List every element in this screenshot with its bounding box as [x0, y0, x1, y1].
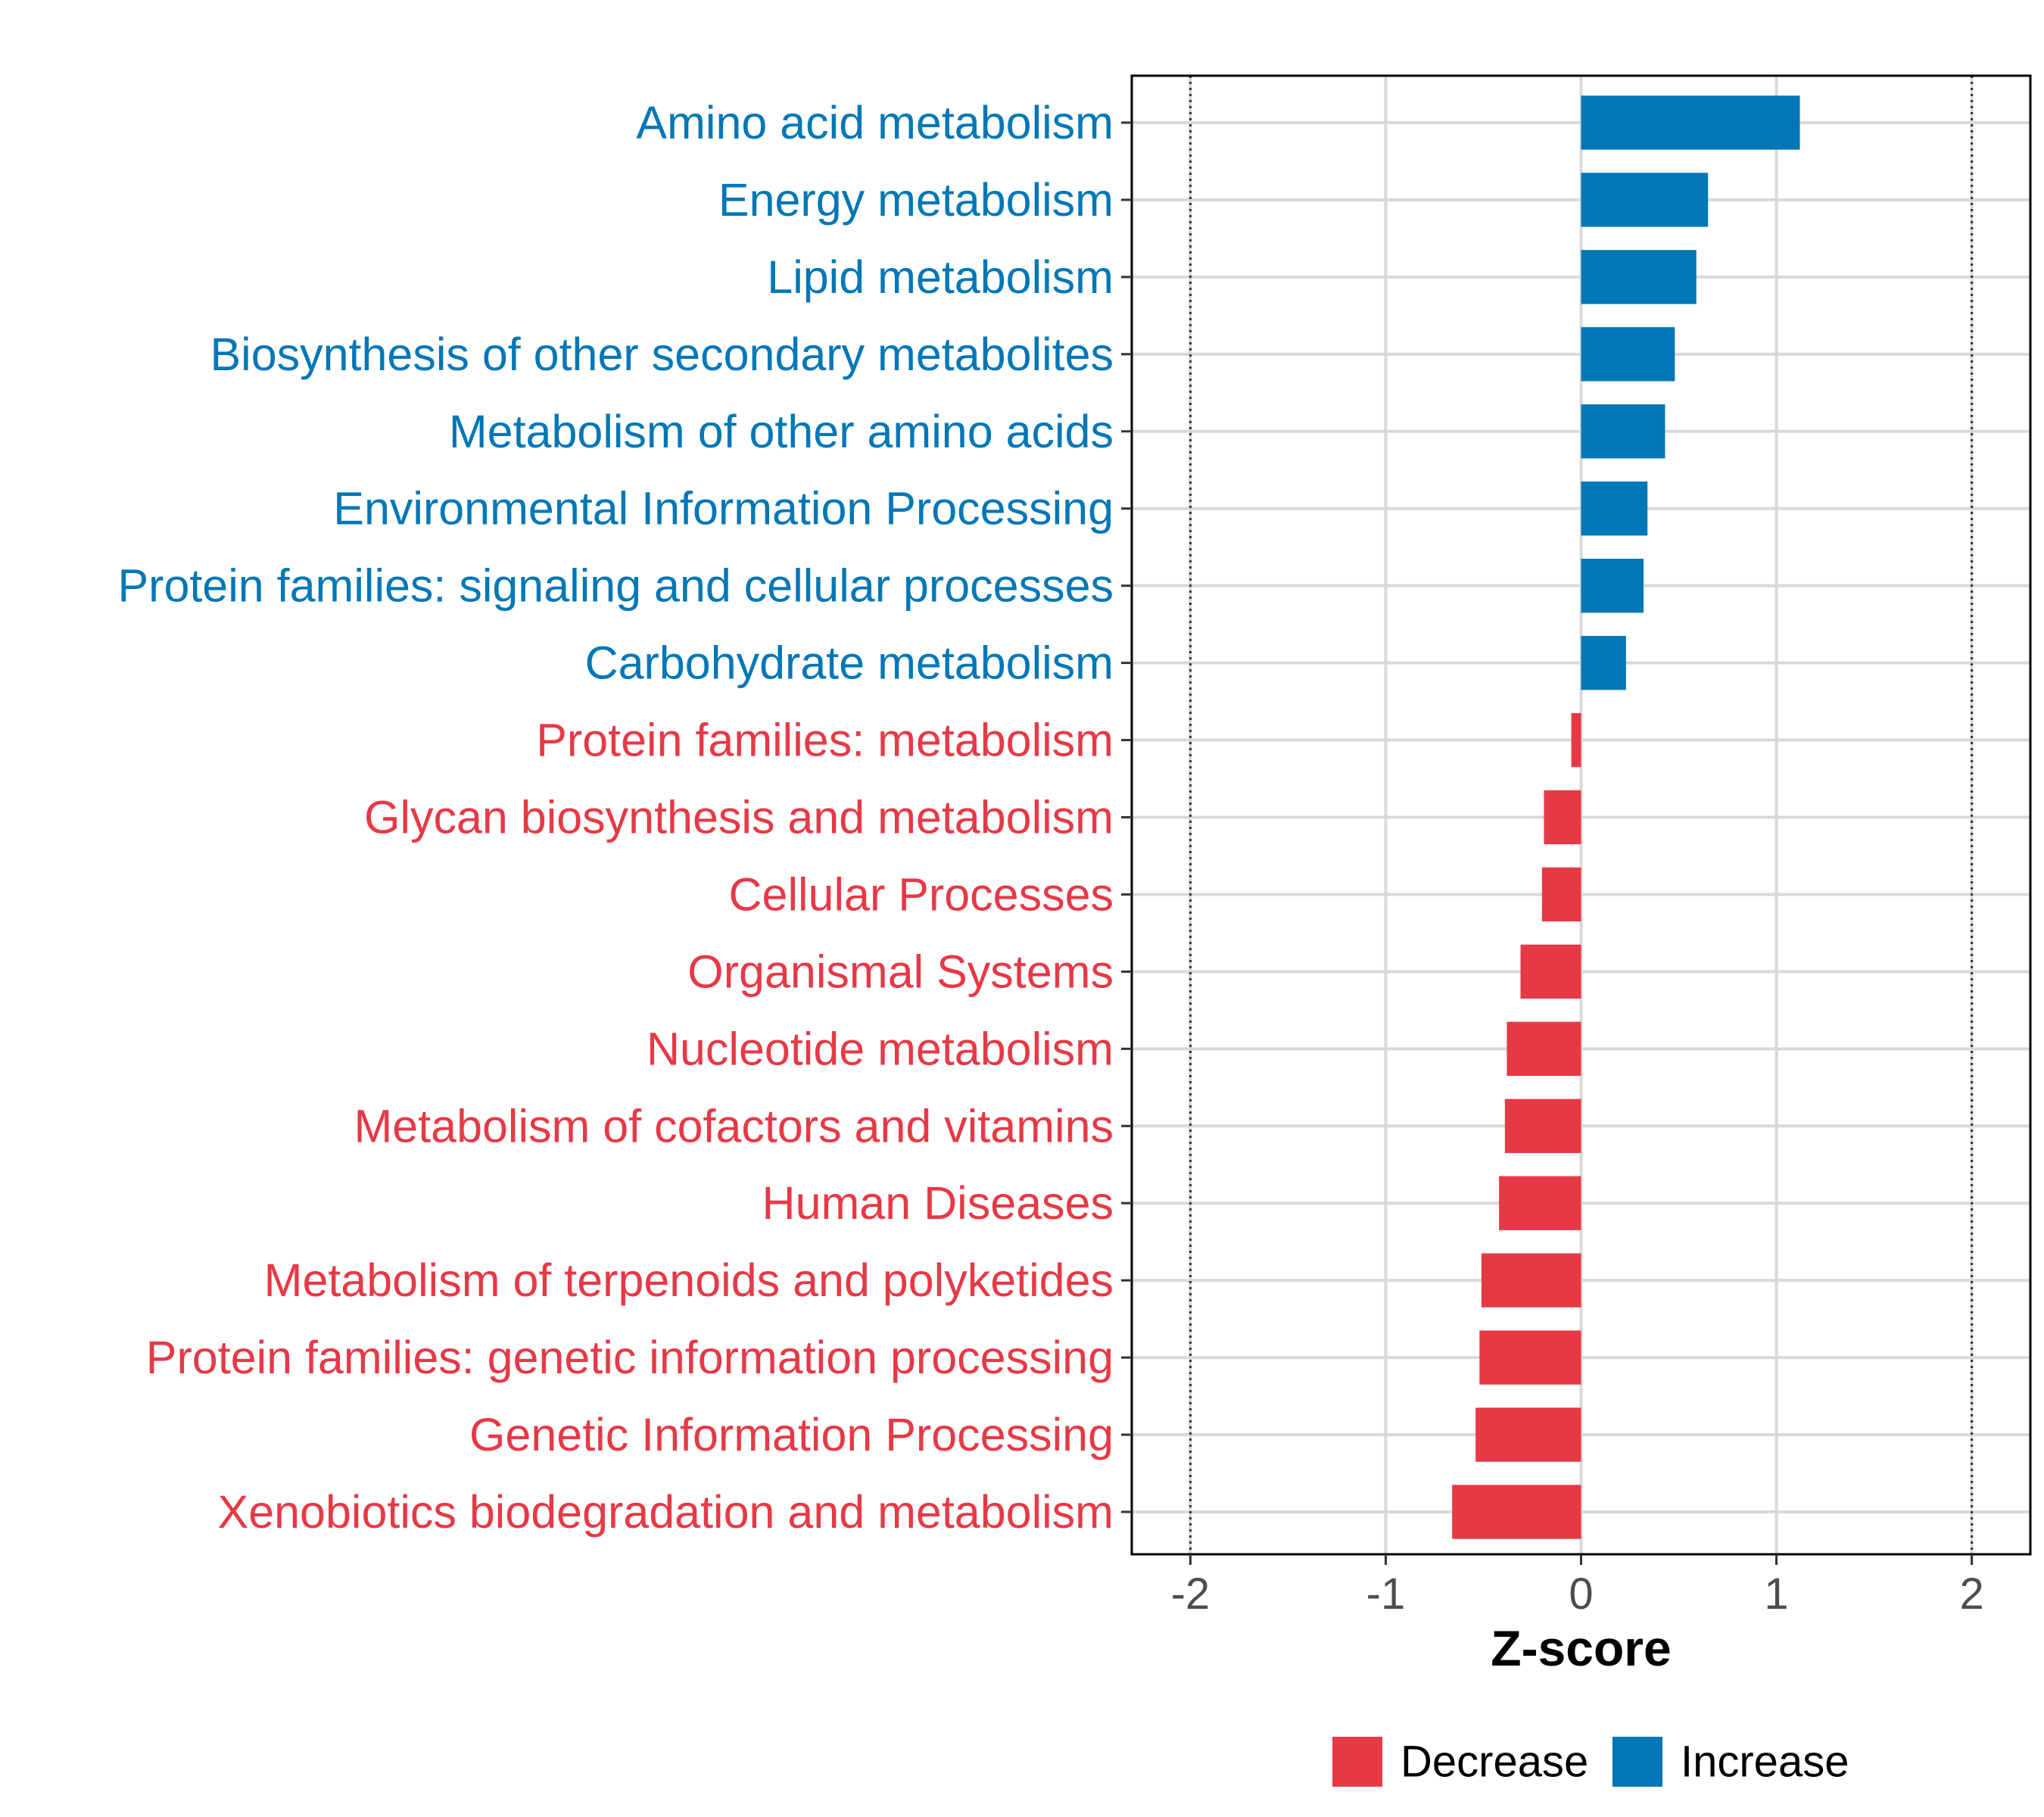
category-label: Genetic Information Processing: [469, 1409, 1114, 1460]
bar-5: [1581, 404, 1665, 459]
category-label: Environmental Information Processing: [333, 483, 1114, 535]
x-tick-label: 2: [1959, 1569, 1983, 1619]
category-label: Nucleotide metabolism: [647, 1023, 1114, 1074]
bar-7: [1581, 558, 1644, 613]
bar-10: [1544, 790, 1581, 845]
bar-3: [1581, 250, 1697, 304]
bar-18: [1475, 1407, 1581, 1462]
category-label: Cellular Processes: [728, 868, 1114, 920]
x-axis-title: Z-score: [1491, 1620, 1671, 1676]
x-axis-ticks: -2 -1 0 1 2: [1171, 1554, 1984, 1619]
bar-6: [1581, 482, 1648, 536]
category-label: Protein families: metabolism: [536, 715, 1114, 766]
y-axis-ticks: Amino acid metabolism Energy metabolism Li…: [117, 97, 1132, 1538]
category-label: Glycan biosynthesis and metabolism: [364, 792, 1114, 843]
bar-11: [1541, 867, 1581, 922]
category-label: Metabolism of cofactors and vitamins: [354, 1100, 1114, 1152]
category-label: Amino acid metabolism: [636, 97, 1114, 148]
bar-1: [1581, 95, 1800, 150]
category-label: Protein families: signaling and cellular…: [117, 560, 1114, 612]
bar-19: [1452, 1485, 1581, 1539]
reference-lines: [1189, 76, 1974, 1554]
bars: [1452, 95, 1800, 1539]
bar-2: [1581, 173, 1709, 227]
category-label: Protein families: genetic information pr…: [146, 1332, 1114, 1383]
legend-swatch-decrease: [1332, 1737, 1382, 1787]
category-label: Organismal Systems: [687, 946, 1114, 997]
bar-13: [1507, 1021, 1581, 1077]
bar-9: [1571, 712, 1581, 768]
category-label: Metabolism of other amino acids: [449, 406, 1114, 457]
bar-8: [1581, 635, 1626, 690]
legend: Decrease Increase: [1332, 1737, 1849, 1787]
x-tick-label: 0: [1569, 1569, 1593, 1619]
category-label: Lipid metabolism: [767, 251, 1114, 303]
legend-swatch-increase: [1612, 1737, 1662, 1787]
bar-14: [1504, 1099, 1581, 1153]
x-tick-label: -2: [1171, 1569, 1211, 1619]
x-tick-label: -1: [1366, 1569, 1406, 1619]
bar-16: [1481, 1253, 1581, 1307]
legend-label-decrease: Decrease: [1401, 1738, 1588, 1787]
legend-label-increase: Increase: [1681, 1738, 1849, 1787]
category-label: Biosynthesis of other secondary metaboli…: [210, 329, 1114, 380]
bar-4: [1581, 327, 1675, 382]
category-label: Energy metabolism: [718, 174, 1114, 226]
category-label: Carbohydrate metabolism: [585, 637, 1114, 689]
category-label: Human Diseases: [762, 1177, 1114, 1229]
bar-15: [1499, 1176, 1581, 1230]
category-label: Xenobiotics biodegradation and metabolis…: [218, 1486, 1114, 1538]
x-tick-label: 1: [1764, 1569, 1788, 1619]
bar-17: [1479, 1330, 1581, 1385]
bar-12: [1520, 944, 1581, 999]
category-label: Metabolism of terpenoids and polyketides: [264, 1254, 1114, 1306]
